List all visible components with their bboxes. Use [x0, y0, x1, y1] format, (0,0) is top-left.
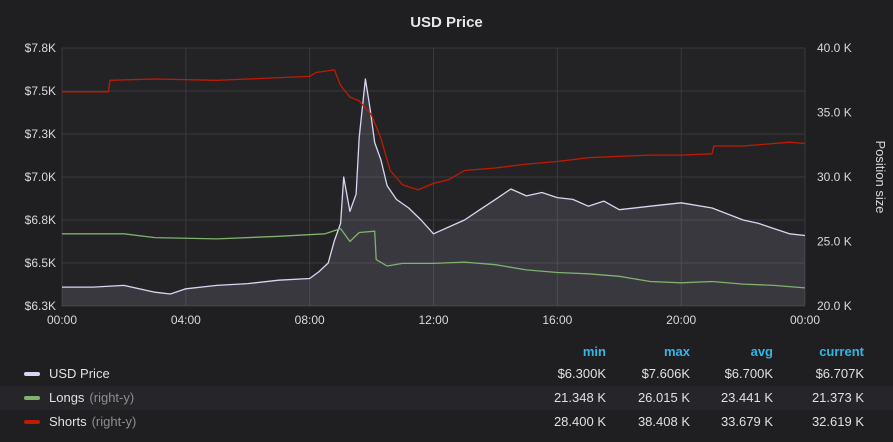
chart-plot: $6.3K $6.5K $6.8K $7.0K $7.3K $7.5K $7.8K 20.0 … — [25, 41, 888, 327]
legend-current: 32.619 K — [811, 414, 864, 429]
x-tick-label: 08:00 — [295, 313, 325, 327]
y-left-tick-label: $6.8K — [25, 213, 56, 227]
legend-swatch — [24, 420, 40, 424]
legend-col-avg[interactable]: avg — [750, 344, 773, 359]
legend-avg: $6.700K — [724, 366, 773, 381]
legend-header: min max avg current — [0, 338, 893, 362]
legend-avg: 23.441 K — [720, 390, 773, 405]
y-right-tick-label: 35.0 K — [817, 106, 852, 120]
y-left-tick-label: $6.5K — [25, 256, 56, 270]
legend-col-max[interactable]: max — [663, 344, 690, 359]
series-line-longs — [62, 227, 806, 289]
y-left-tick-label: $7.5K — [25, 84, 56, 98]
legend-col-current[interactable]: current — [819, 344, 864, 359]
legend-swatch — [24, 396, 40, 400]
legend-current: $6.707K — [815, 366, 864, 381]
x-tick-label: 20:00 — [666, 313, 696, 327]
legend-series-name[interactable]: USD Price — [49, 366, 110, 381]
y-left-tick-label: $7.8K — [25, 41, 56, 55]
chart-title[interactable]: USD Price — [410, 14, 483, 31]
x-tick-label: 04:00 — [171, 313, 201, 327]
x-tick-label: 12:00 — [418, 313, 448, 327]
y-right-axis-label: Position size — [873, 141, 888, 214]
y-right-tick-label: 30.0 K — [817, 170, 852, 184]
x-tick-label: 00:00 — [47, 313, 77, 327]
legend-row-shorts[interactable]: Shorts (right-y) 28.400 K 38.408 K 33.679… — [0, 410, 893, 434]
legend-max: 26.015 K — [637, 390, 690, 405]
legend-row-longs[interactable]: Longs (right-y) 21.348 K 26.015 K 23.441 … — [0, 386, 893, 410]
y-right-tick-label: 40.0 K — [817, 41, 852, 55]
legend-max: $7.606K — [641, 366, 690, 381]
legend-series-name[interactable]: Longs (right-y) — [49, 390, 135, 405]
y-left-tick-label: $7.3K — [25, 127, 56, 141]
y-left-tick-label: $6.3K — [25, 299, 56, 313]
y-right-tick-label: 20.0 K — [817, 299, 852, 313]
legend-min: $6.300K — [557, 366, 606, 381]
series-line-shorts — [62, 69, 806, 191]
legend-min: 21.348 K — [553, 390, 606, 405]
series-line-usd-price — [62, 78, 806, 295]
x-tick-label: 00:00 — [790, 313, 820, 327]
legend-avg: 33.679 K — [720, 414, 773, 429]
y-left-tick-label: $7.0K — [25, 170, 56, 184]
legend-series-name[interactable]: Shorts (right-y) — [49, 414, 137, 429]
legend-max: 38.408 K — [637, 414, 690, 429]
legend-col-min[interactable]: min — [582, 344, 606, 359]
legend-min: 28.400 K — [553, 414, 606, 429]
y-right-tick-label: 25.0 K — [817, 235, 852, 249]
legend-row-usd-price[interactable]: USD Price $6.300K $7.606K $6.700K $6.707… — [0, 362, 893, 386]
series-area-usd-price — [62, 79, 805, 306]
x-tick-label: 16:00 — [542, 313, 572, 327]
chart-legend: min max avg current USD Price $6.300K $7… — [0, 338, 893, 434]
legend-swatch — [24, 372, 40, 376]
legend-current: 21.373 K — [811, 390, 864, 405]
